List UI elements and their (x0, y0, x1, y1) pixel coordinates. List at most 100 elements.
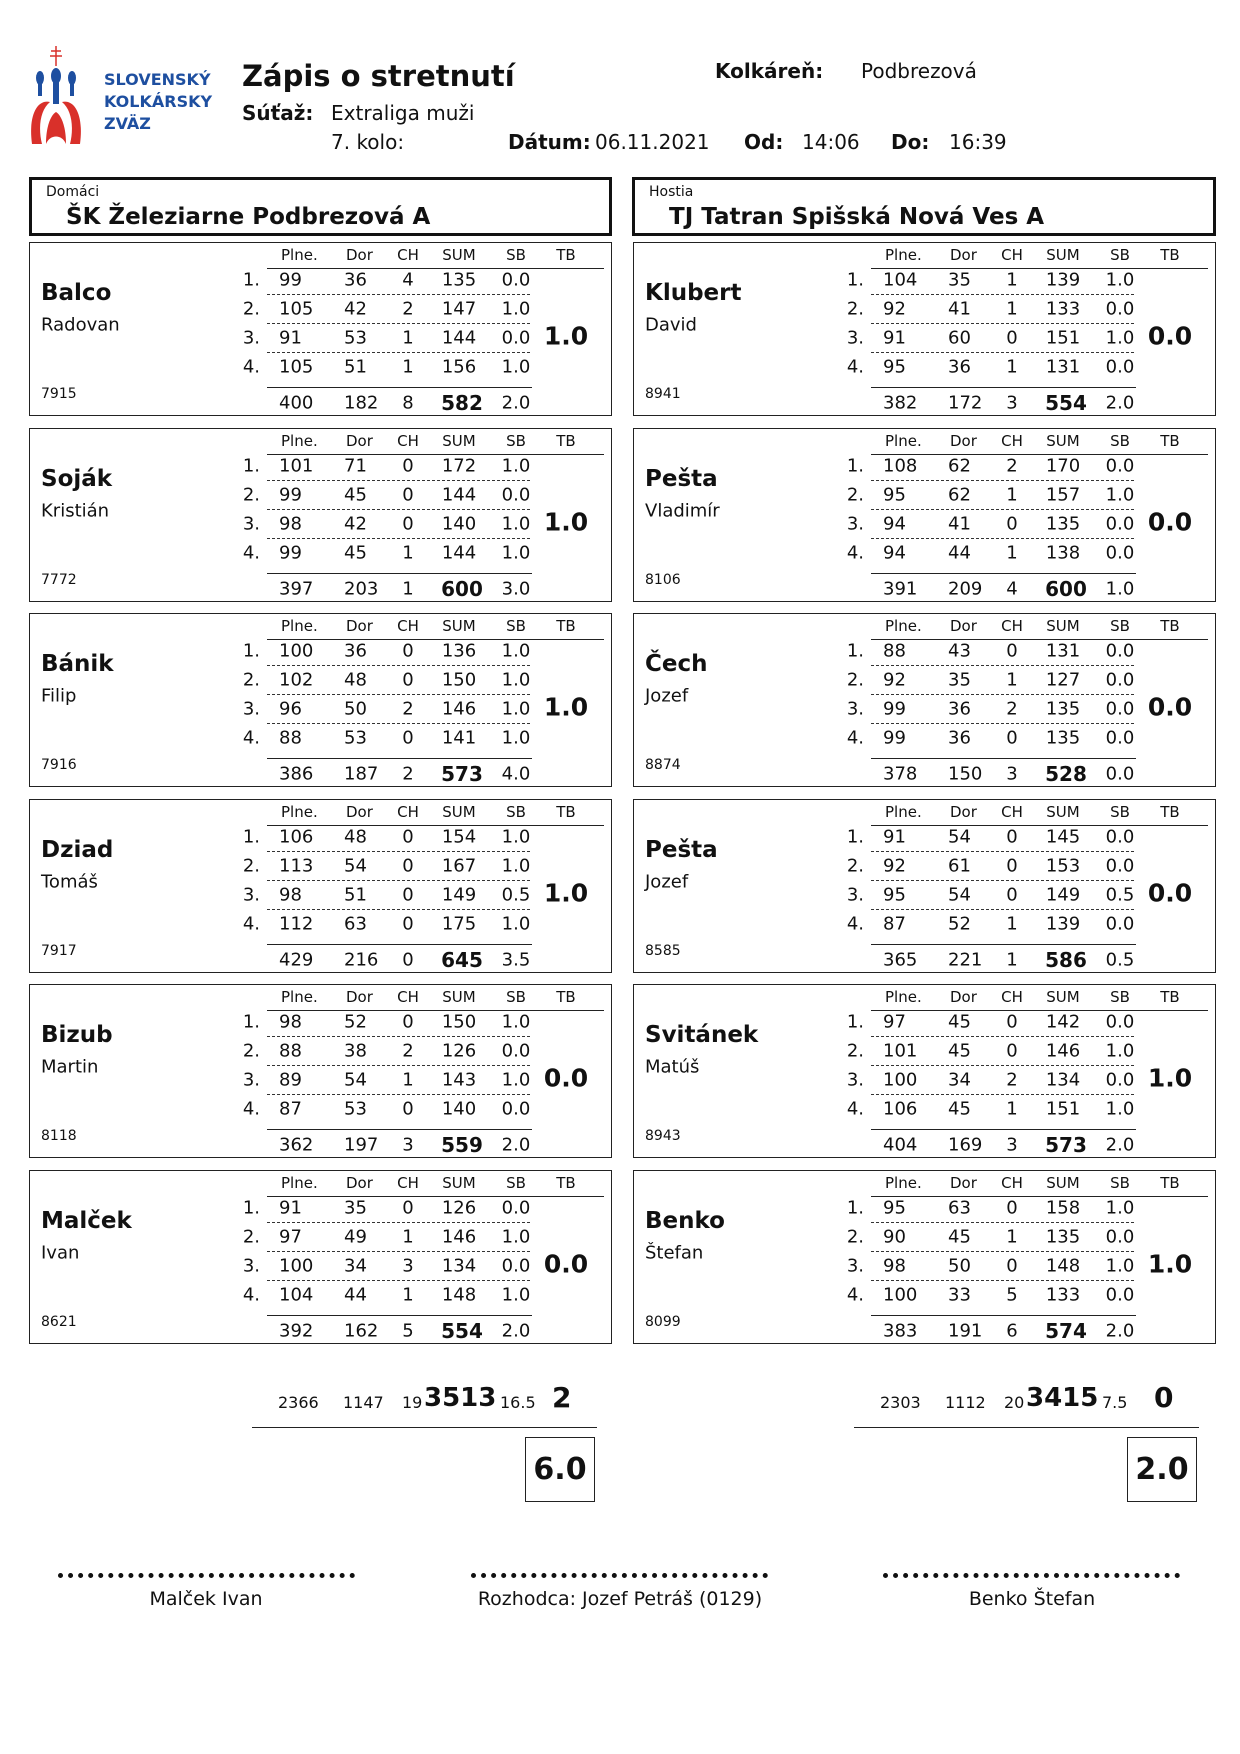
lane-ch-value: 1 (402, 327, 414, 349)
lane-sum-value: 156 (441, 356, 477, 378)
lane-plne-value: 91 (279, 327, 302, 349)
column-header-sum: SUM (442, 1174, 476, 1192)
lane-divider (871, 1251, 1134, 1252)
total-sum-value: 600 (1045, 577, 1087, 601)
lane-ch-value: 0 (1006, 513, 1018, 535)
player-surname: Dziad (41, 837, 114, 863)
lane-dor-value: 45 (344, 484, 367, 506)
team-total-ch: 19 (402, 1393, 423, 1412)
player-first-name: Radovan (41, 314, 120, 336)
lane-plne-value: 87 (883, 913, 906, 935)
lane-sum-value: 134 (441, 1255, 477, 1277)
lane-sb-value: 0.0 (501, 269, 531, 291)
lane-number: 4. (846, 727, 864, 749)
total-sum-value: 573 (1045, 1133, 1087, 1157)
lane-dor-value: 34 (948, 1069, 971, 1091)
player-id: 7772 (41, 572, 77, 588)
away-player-block: Plne. Dor CH SUM SB TB Klubert David 8941 1. 104 35… (633, 242, 1216, 416)
player-tb-points: 1.0 (543, 321, 589, 351)
total-plne-value: 386 (279, 763, 314, 785)
total-sum-value: 582 (441, 391, 483, 415)
lane-divider (267, 1280, 530, 1281)
lane-divider (871, 1094, 1134, 1095)
lane-number: 1. (242, 269, 260, 291)
lane-plne-value: 92 (883, 855, 906, 877)
lane-plne-value: 94 (883, 542, 906, 564)
lane-plne-value: 100 (883, 1069, 918, 1091)
lane-divider (871, 1222, 1134, 1223)
lane-sb-value: 1.0 (501, 855, 531, 877)
lane-dor-value: 35 (948, 269, 971, 291)
lane-ch-value: 0 (1006, 1011, 1018, 1033)
lane-sum-value: 143 (441, 1069, 477, 1091)
lane-dor-value: 45 (948, 1040, 971, 1062)
player-tb-points: 1.0 (543, 878, 589, 908)
player-tb-points: 0.0 (1147, 507, 1193, 537)
lane-divider (871, 480, 1134, 481)
lane-ch-value: 0 (1006, 855, 1018, 877)
player-tb-points: 1.0 (1147, 1249, 1193, 1279)
total-dor-value: 216 (344, 949, 379, 971)
lane-number: 2. (242, 484, 260, 506)
lane-sum-value: 135 (1045, 727, 1081, 749)
header-rule (871, 639, 1208, 640)
lane-sb-value: 0.0 (501, 484, 531, 506)
lane-ch-value: 0 (402, 1197, 414, 1219)
lane-divider (267, 480, 530, 481)
player-first-name: Ivan (41, 1242, 80, 1264)
away-player-block: Plne. Dor CH SUM SB TB Svitánek Matúš 8943 1. 97 45… (633, 984, 1216, 1158)
lane-sum-value: 148 (1045, 1255, 1081, 1277)
total-dor-value: 221 (948, 949, 983, 971)
lane-number: 3. (846, 1255, 864, 1277)
total-ch-value: 1 (1006, 949, 1018, 971)
column-header-ch: CH (397, 803, 419, 821)
total-ch-value: 8 (402, 392, 414, 414)
lane-dor-value: 61 (948, 855, 971, 877)
away-team-box: Hostia TJ Tatran Spišská Nová Ves A (632, 177, 1216, 236)
lane-ch-value: 1 (1006, 542, 1018, 564)
lane-number: 1. (242, 455, 260, 477)
lane-sum-value: 126 (441, 1040, 477, 1062)
total-plne-value: 362 (279, 1134, 314, 1156)
column-header-tb: TB (1160, 432, 1180, 450)
team-total-tb: 0 (1154, 1381, 1174, 1414)
lane-sum-value: 138 (1045, 542, 1081, 564)
lane-sb-value: 1.0 (501, 1011, 531, 1033)
total-plne-value: 392 (279, 1320, 314, 1342)
away-match-points: 2.0 (1127, 1437, 1197, 1502)
header-rule (267, 1196, 604, 1197)
lane-sum-value: 157 (1045, 484, 1081, 506)
player-first-name: Matúš (645, 1056, 700, 1078)
lane-plne-value: 92 (883, 669, 906, 691)
player-surname: Bánik (41, 651, 114, 677)
lane-plne-value: 88 (279, 1040, 302, 1062)
player-tb-points: 1.0 (543, 507, 589, 537)
total-rule (871, 944, 1136, 945)
header-rule (871, 454, 1208, 455)
lane-ch-value: 0 (402, 1011, 414, 1033)
column-header-ch: CH (397, 246, 419, 264)
lane-divider (871, 294, 1134, 295)
lane-ch-value: 0 (1006, 640, 1018, 662)
lane-sb-value: 0.0 (1105, 455, 1135, 477)
column-header-ch: CH (397, 432, 419, 450)
lane-ch-value: 0 (1006, 1197, 1018, 1219)
lane-sb-value: 1.0 (1105, 327, 1135, 349)
player-id: 8621 (41, 1314, 77, 1330)
lane-number: 1. (846, 640, 864, 662)
lane-ch-value: 1 (402, 1226, 414, 1248)
lane-dor-value: 63 (344, 913, 367, 935)
away-player-block: Plne. Dor CH SUM SB TB Pešta Vladimír 8106 1. 108 6… (633, 428, 1216, 602)
lane-ch-value: 1 (1006, 1098, 1018, 1120)
player-first-name: Štefan (645, 1242, 704, 1264)
lane-sum-value: 140 (441, 1098, 477, 1120)
lane-sum-value: 133 (1045, 1284, 1081, 1306)
home-player-block: Plne. Dor CH SUM SB TB Balco Radovan 7915 1. 99 36 4… (29, 242, 612, 416)
lane-sb-value: 0.0 (1105, 698, 1135, 720)
column-header-tb: TB (1160, 1174, 1180, 1192)
lane-dor-value: 45 (948, 1011, 971, 1033)
lane-sb-value: 1.0 (1105, 1098, 1135, 1120)
lane-number: 3. (242, 698, 260, 720)
lane-ch-value: 0 (402, 513, 414, 535)
competition-value: Extraliga muži (331, 101, 475, 125)
